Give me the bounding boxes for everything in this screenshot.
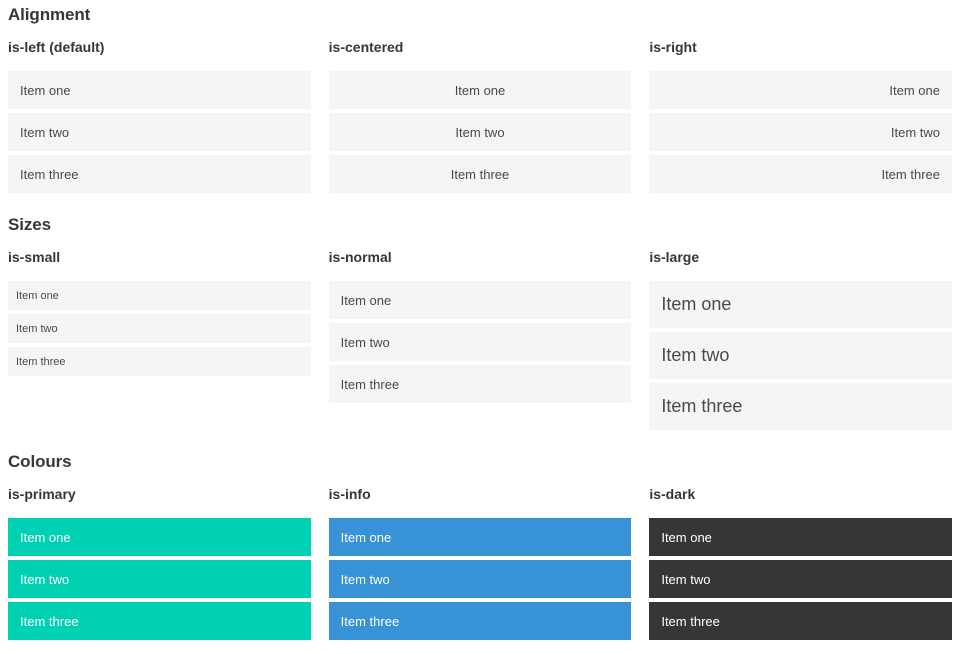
item-list-large: Item one Item two Item three [649, 281, 952, 430]
section-title-colours: Colours [8, 452, 72, 471]
item-list-normal: Item one Item two Item three [328, 281, 632, 403]
colours-grid: is-primary Item one Item two Item three … [8, 486, 952, 640]
list-item[interactable]: Item one [328, 518, 632, 556]
variant-label-is-info: is-info [328, 486, 371, 502]
variant-label-is-dark: is-dark [649, 486, 696, 502]
column-is-small: is-small Item one Item two Item three [8, 249, 311, 376]
section-title-alignment: Alignment [8, 5, 91, 24]
item-list-dark: Item one Item two Item three [649, 518, 952, 640]
list-item[interactable]: Item two [328, 560, 632, 598]
section-alignment: Alignment is-left (default) Item one Ite… [8, 5, 952, 193]
variant-label-is-large: is-large [649, 249, 700, 265]
list-item[interactable]: Item three [8, 347, 311, 376]
item-list-info: Item one Item two Item three [328, 518, 632, 640]
variant-label-is-centered: is-centered [328, 39, 404, 55]
list-item[interactable]: Item one [649, 281, 952, 328]
list-item[interactable]: Item two [649, 560, 952, 598]
variant-label-is-right: is-right [649, 39, 697, 55]
list-item[interactable]: Item three [328, 155, 632, 193]
column-is-centered: is-centered Item one Item two Item three [328, 39, 632, 193]
item-list-primary: Item one Item two Item three [8, 518, 311, 640]
column-is-primary: is-primary Item one Item two Item three [8, 486, 311, 640]
column-is-dark: is-dark Item one Item two Item three [649, 486, 952, 640]
column-is-info: is-info Item one Item two Item three [328, 486, 632, 640]
list-item[interactable]: Item three [649, 602, 952, 640]
variant-label-is-left: is-left (default) [8, 39, 105, 55]
list-item[interactable]: Item three [649, 383, 952, 430]
list-item[interactable]: Item two [328, 323, 632, 361]
list-item[interactable]: Item two [649, 332, 952, 379]
column-is-normal: is-normal Item one Item two Item three [328, 249, 632, 403]
list-item[interactable]: Item one [328, 281, 632, 319]
item-list-right: Item one Item two Item three [649, 71, 952, 193]
list-item[interactable]: Item one [8, 71, 311, 109]
column-is-large: is-large Item one Item two Item three [649, 249, 952, 430]
section-title-sizes: Sizes [8, 215, 51, 234]
alignment-grid: is-left (default) Item one Item two Item… [8, 39, 952, 193]
list-item[interactable]: Item two [8, 113, 311, 151]
item-list-small: Item one Item two Item three [8, 281, 311, 376]
list-item[interactable]: Item one [8, 281, 311, 310]
section-colours: Colours is-primary Item one Item two Ite… [8, 452, 952, 640]
variant-label-is-primary: is-primary [8, 486, 76, 502]
sizes-grid: is-small Item one Item two Item three is… [8, 249, 952, 430]
list-item[interactable]: Item two [649, 113, 952, 151]
section-sizes: Sizes is-small Item one Item two Item th… [8, 215, 952, 430]
column-is-left: is-left (default) Item one Item two Item… [8, 39, 311, 193]
variant-label-is-small: is-small [8, 249, 61, 265]
variant-label-is-normal: is-normal [328, 249, 392, 265]
list-item[interactable]: Item three [8, 602, 311, 640]
list-item[interactable]: Item one [8, 518, 311, 556]
list-component-demo-page: Alignment is-left (default) Item one Ite… [8, 5, 952, 640]
item-list-left: Item one Item two Item three [8, 71, 311, 193]
list-item[interactable]: Item two [8, 560, 311, 598]
list-item[interactable]: Item one [649, 71, 952, 109]
item-list-centered: Item one Item two Item three [328, 71, 632, 193]
list-item[interactable]: Item three [328, 602, 632, 640]
list-item[interactable]: Item three [8, 155, 311, 193]
list-item[interactable]: Item three [649, 155, 952, 193]
column-is-right: is-right Item one Item two Item three [649, 39, 952, 193]
list-item[interactable]: Item two [8, 314, 311, 343]
list-item[interactable]: Item one [328, 71, 632, 109]
list-item[interactable]: Item one [649, 518, 952, 556]
list-item[interactable]: Item three [328, 365, 632, 403]
list-item[interactable]: Item two [328, 113, 632, 151]
